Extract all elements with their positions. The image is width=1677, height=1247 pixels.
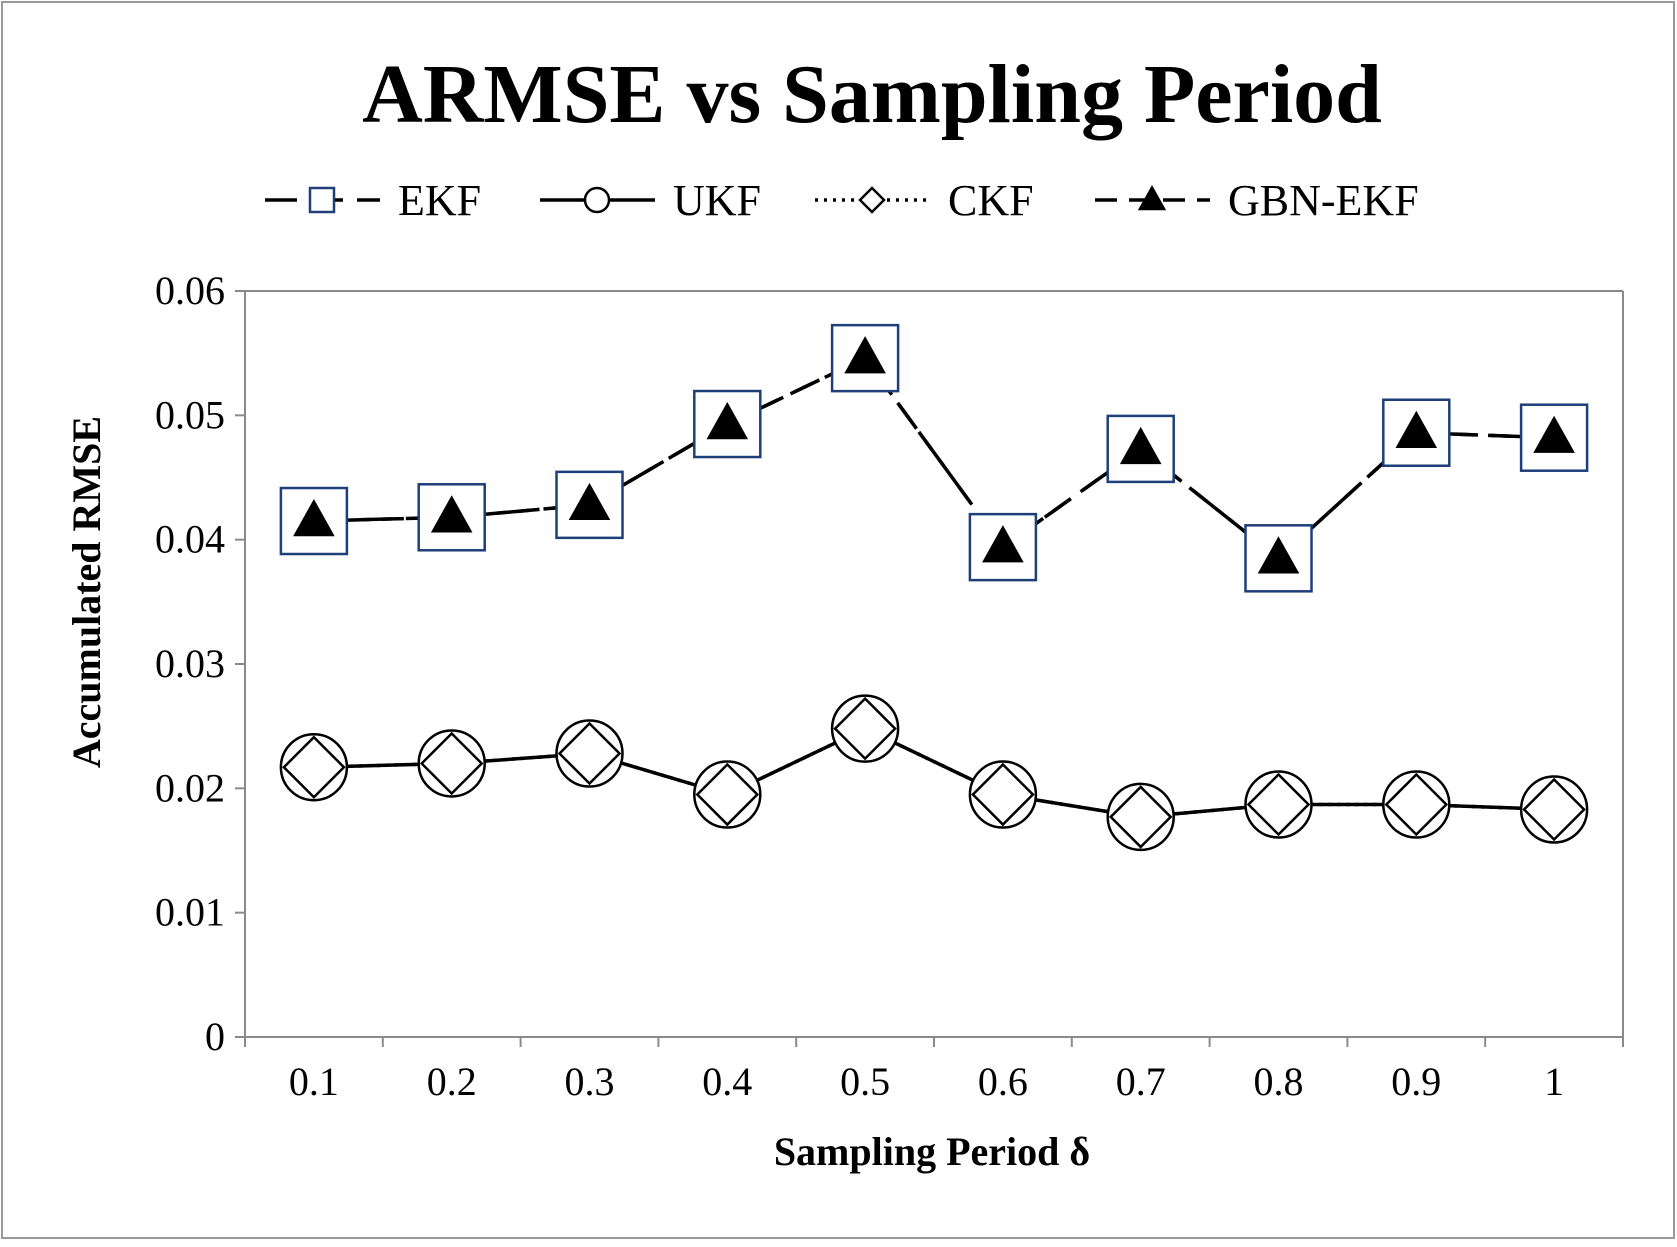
x-tick-label: 0.3 [565,1059,615,1104]
data-point-ckf [1384,772,1449,837]
x-axis-label: Sampling Period δ [774,1129,1090,1174]
data-point-gbn-ekf [293,498,335,537]
chart-title: ARMSE vs Sampling Period [362,48,1382,141]
data-point-gbn-ekf [844,336,886,374]
y-tick-label: 0 [205,1014,225,1059]
x-tick-label: 0.1 [289,1059,339,1104]
y-axis-label: Accumulated RMSE [64,416,109,768]
legend-marker-gbn-ekf [1137,184,1167,211]
y-tick-label: 0.06 [155,268,225,313]
data-point-gbn-ekf [1257,536,1300,574]
data-point-ckf [282,735,346,799]
data-point-gbn-ekf [706,402,749,440]
data-point-ckf [695,762,760,827]
data-point-gbn-ekf [430,495,473,533]
data-point-gbn-ekf [982,525,1024,563]
legend-label-gbn-ekf: GBN-EKF [1228,176,1419,225]
y-tick-label: 0.02 [155,765,225,810]
data-point-ckf [557,721,622,786]
x-tick-label: 0.2 [427,1059,477,1104]
y-tick-label: 0.03 [155,641,225,686]
legend: EKF UKF CKF GBN-EKF [265,176,1419,225]
y-tick-label: 0.01 [155,890,225,935]
legend-marker-ckf [858,186,886,214]
legend-marker-ekf [308,186,336,214]
legend-marker-ukf [583,186,611,214]
data-point-ckf [419,731,484,796]
x-tick-label: 0.9 [1391,1059,1441,1104]
data-point-ckf [1246,772,1311,837]
data-point-ckf [833,696,897,761]
y-tick-label: 0.04 [155,517,225,562]
x-tick-label: 0.5 [840,1059,890,1104]
series-line-gbn-ekf [313,355,1555,561]
data-point-gbn-ekf [568,482,611,521]
legend-label-ekf: EKF [398,176,481,225]
data-point-ckf [971,762,1035,827]
plot-area: 0 0.01 0.02 0.03 0.04 0.05 0.06 0.1 0.2 0.3 0.4 0.5… [155,268,1624,1104]
data-point-gbn-ekf [1533,415,1575,453]
data-point-ckf [1108,785,1173,849]
legend-label-ukf: UKF [673,176,761,225]
x-tick-label: 0.6 [978,1059,1028,1104]
series-line-ckf [313,726,1555,819]
x-tick-label: 0.7 [1116,1059,1166,1104]
data-point-ckf [1522,777,1586,842]
x-tick-label: 0.8 [1254,1059,1304,1104]
data-point-gbn-ekf [1395,410,1438,448]
x-tick-label: 0.4 [702,1059,752,1104]
y-tick-label: 0.05 [155,392,225,437]
legend-label-ckf: CKF [948,176,1034,225]
data-point-gbn-ekf [1119,426,1162,465]
x-tick-label: 1 [1544,1059,1564,1104]
